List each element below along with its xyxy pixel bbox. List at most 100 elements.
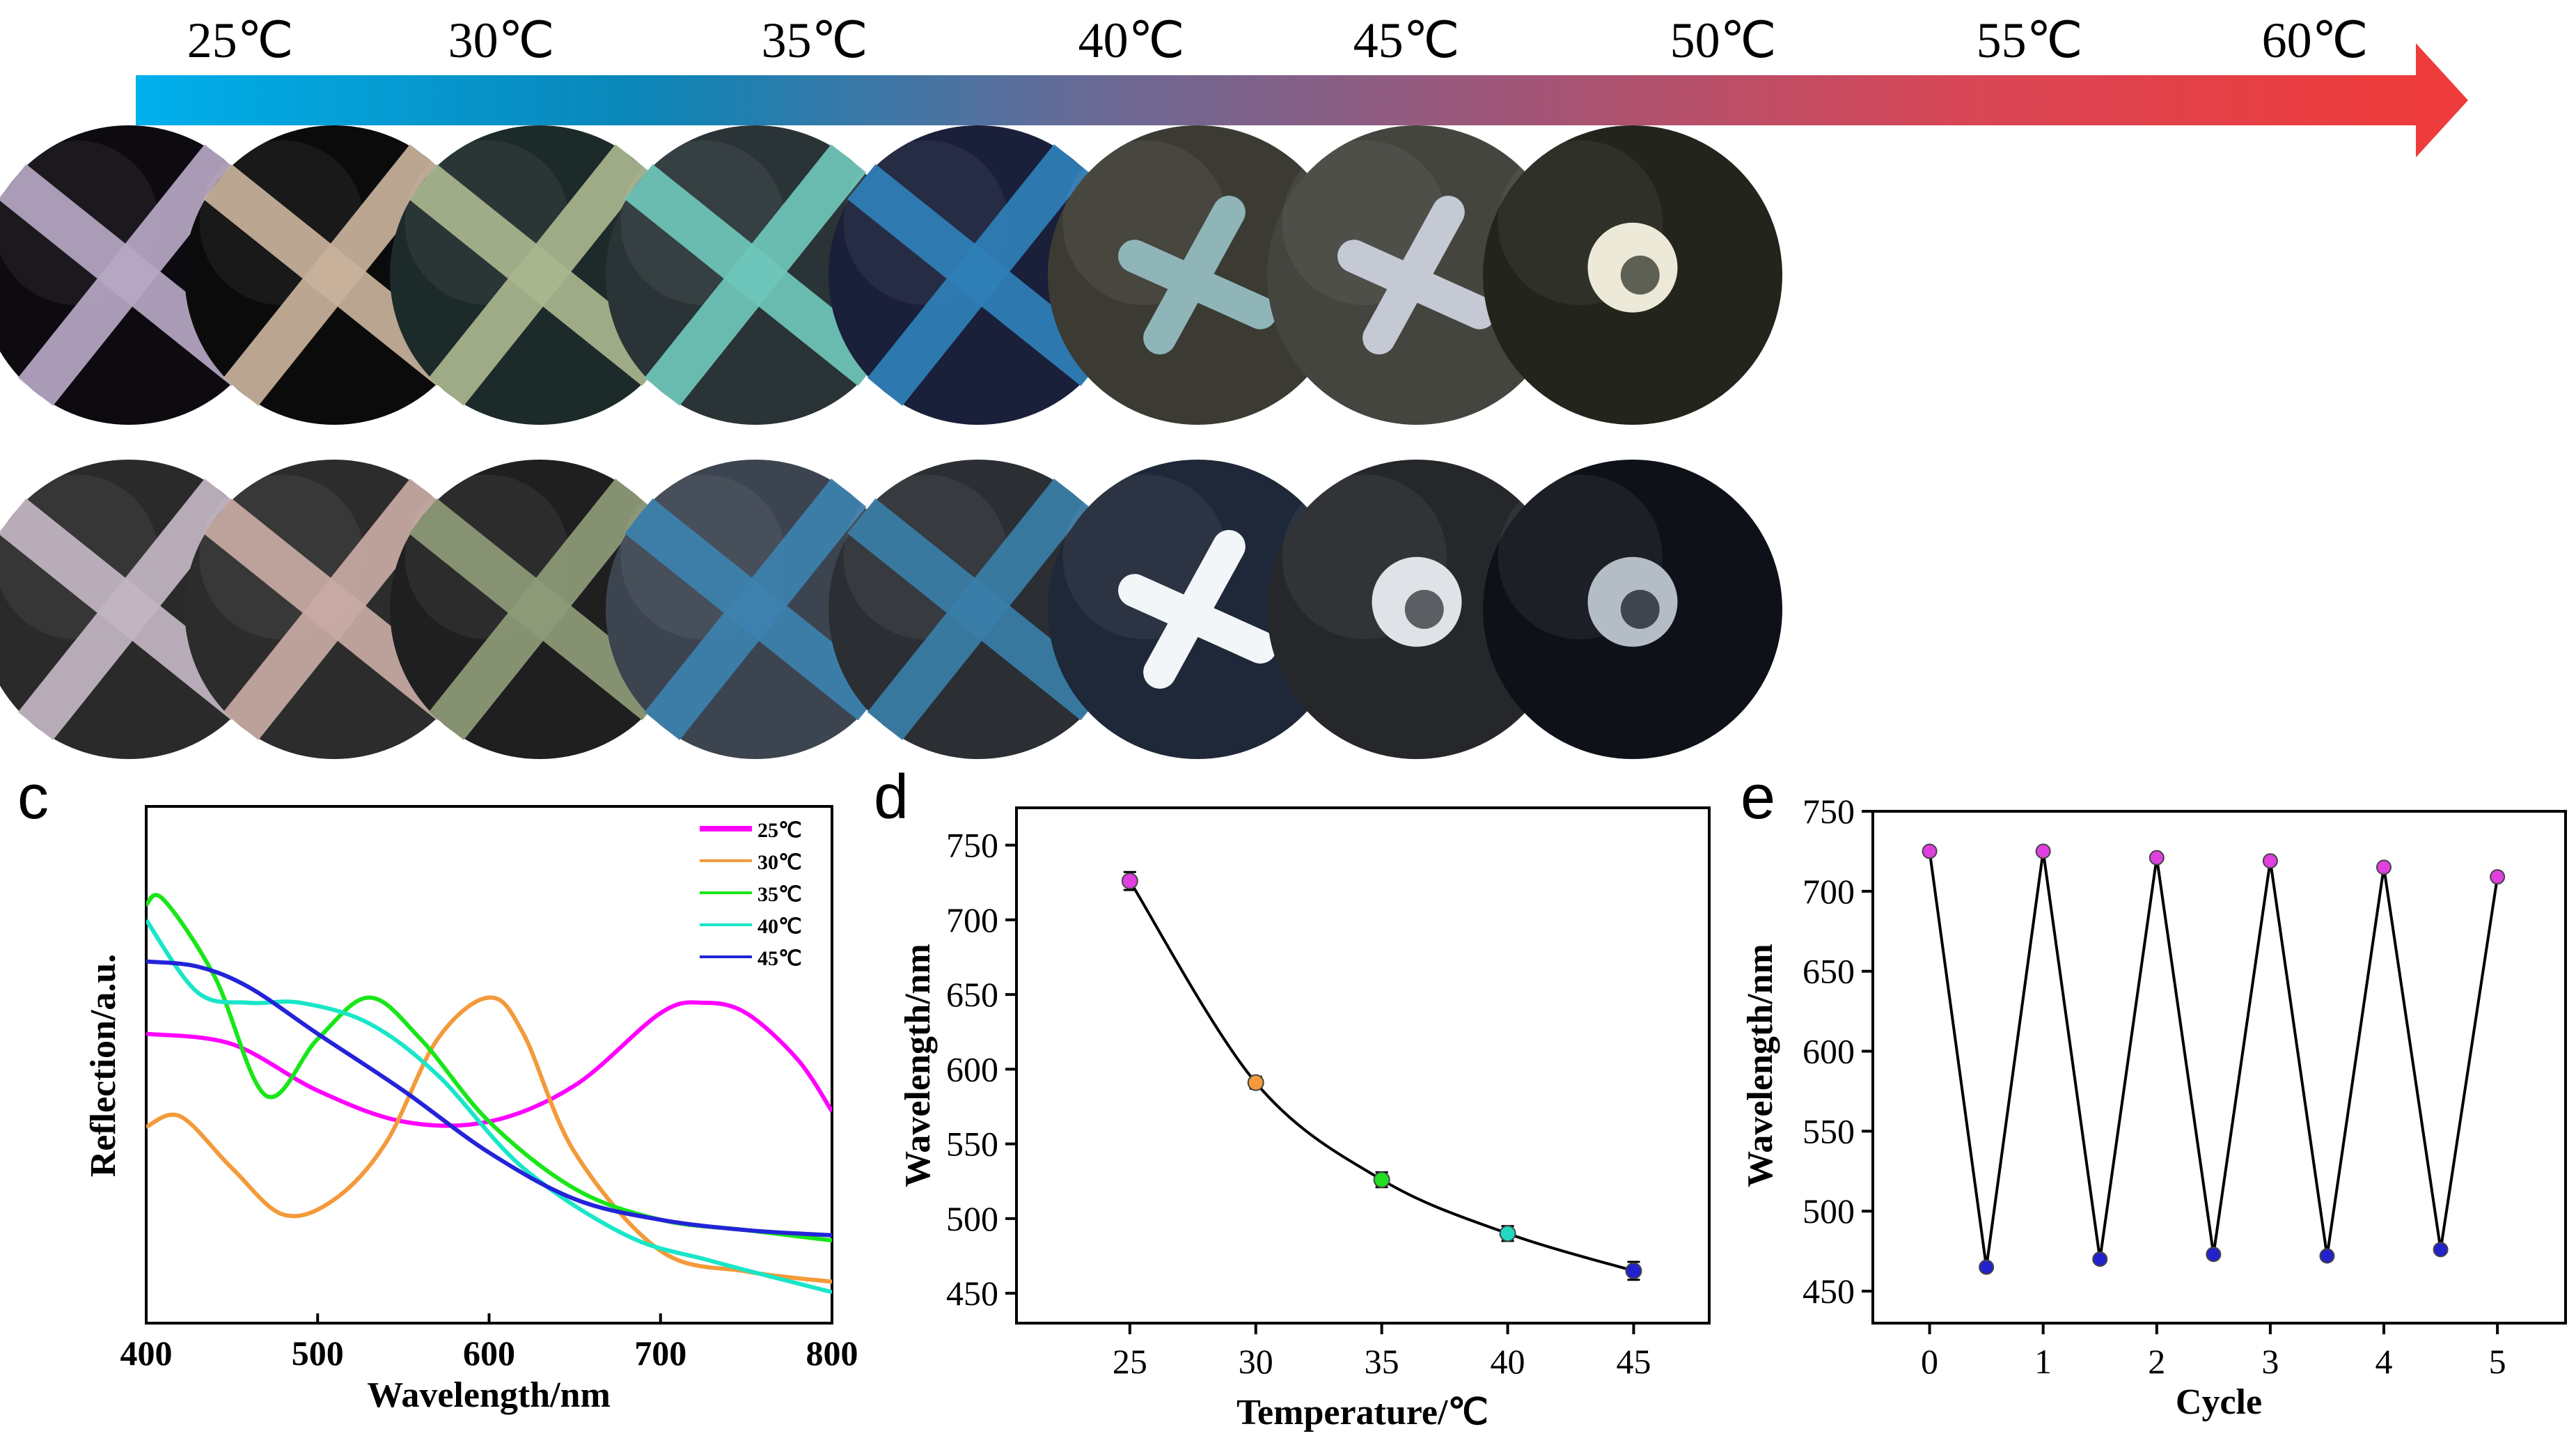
photo-a-7 [1267, 125, 1566, 425]
x-tick-label: 700 [634, 1334, 686, 1373]
x-tick-label: 35 [1365, 1342, 1399, 1381]
data-point [1625, 1262, 1642, 1279]
data-point [2433, 1242, 2449, 1258]
film-arm [17, 144, 240, 406]
series-line-5 [146, 959, 832, 1237]
x-tick-label: 600 [463, 1334, 515, 1373]
y-tick-label: 450 [1803, 1272, 1855, 1311]
temperature-label: 40℃ [1078, 13, 1185, 68]
y-tick-label: 700 [946, 900, 998, 939]
photo-a-6 [1048, 125, 1347, 425]
legend-label: 35℃ [757, 883, 802, 906]
photo-b-8 [1483, 460, 1782, 759]
film-arm [1143, 196, 1246, 354]
data-point [1499, 1225, 1516, 1242]
panel-letter-d: d [874, 763, 909, 832]
film-arm [867, 478, 1090, 740]
y-tick-label: 650 [1803, 952, 1855, 991]
photo-row-b [0, 460, 1782, 759]
y-tick-label: 600 [946, 1049, 998, 1088]
temperature-label: 35℃ [762, 13, 868, 68]
x-tick-label: 2 [2148, 1342, 2165, 1381]
x-tick-label: 30 [1239, 1342, 1273, 1381]
temperature-label: 25℃ [187, 13, 294, 68]
plot-frame-d [1015, 806, 1711, 1325]
x-tick-label: 1 [2034, 1342, 2052, 1381]
data-point [2490, 869, 2506, 885]
film-arm [644, 478, 867, 740]
x-tick-label: 3 [2261, 1342, 2279, 1381]
x-tick-label: 40 [1491, 1342, 1525, 1381]
x-tick-label: 400 [120, 1334, 173, 1373]
photo-a-8 [1483, 125, 1782, 425]
photo-b-4 [606, 460, 905, 759]
photo-a-3 [390, 125, 689, 425]
data-point [2319, 1248, 2335, 1264]
film-arm [223, 478, 446, 740]
plot-frame-e [1871, 810, 2567, 1325]
data-point [1247, 1074, 1264, 1091]
data-d [1121, 870, 1642, 1281]
x-tick-label: 25 [1113, 1342, 1147, 1381]
temperature-label: 50℃ [1670, 13, 1777, 68]
data-point [1121, 873, 1138, 890]
y-tick-label: 600 [1803, 1032, 1855, 1071]
y-tick-label: 750 [1803, 792, 1855, 831]
photo-b-2 [184, 460, 484, 759]
x-tick-label: 800 [806, 1334, 858, 1373]
panel-d-wavelength-vs-temperature: 25 30 35 40 45 450 500 550 600 650 700 750 Temperat… [898, 806, 1711, 1432]
axes-e: 0 1 2 3 4 5 450 500 550 600 650 700 750 [1803, 792, 2506, 1381]
temperature-labels: 25℃ 30℃ 35℃ 40℃ 45℃ 50℃ 55℃ 60℃ [187, 13, 2369, 68]
film-arm [223, 144, 446, 406]
film-blob-shadow [1404, 590, 1444, 629]
x-axis-label-d: Temperature/℃ [1236, 1393, 1489, 1432]
y-tick-label: 700 [1803, 872, 1855, 911]
data-point [2262, 853, 2278, 869]
data-point [1979, 1259, 1995, 1275]
spectra-curves [146, 893, 832, 1295]
photo-b-5 [828, 460, 1128, 759]
film-arm [428, 478, 651, 740]
x-ticks-c: 400 500 600 700 800 [120, 1313, 858, 1373]
photo-a-2 [184, 125, 484, 425]
data-e [1922, 843, 2506, 1275]
x-axis-label-c: Wavelength/nm [367, 1375, 611, 1415]
panel-e-cycle-stability: 0 1 2 3 4 5 450 500 550 600 650 700 750 Cycle Wavele… [1741, 792, 2567, 1422]
y-axis-label-e: Wavelength/nm [1741, 944, 1780, 1187]
x-tick-label: 4 [2375, 1342, 2393, 1381]
x-tick-label: 5 [2489, 1342, 2506, 1381]
film-arm [1362, 196, 1465, 354]
y-tick-label: 550 [946, 1125, 998, 1164]
temperature-label: 60℃ [2262, 13, 2369, 68]
y-tick-label: 500 [1803, 1192, 1855, 1231]
film-arm [17, 478, 240, 740]
legend-label: 40℃ [757, 915, 802, 938]
photo-b-3 [390, 460, 689, 759]
photo-row-a [0, 125, 1782, 425]
legend-label: 30℃ [757, 851, 802, 874]
legend-label: 45℃ [757, 947, 802, 970]
x-tick-label: 0 [1921, 1342, 1938, 1381]
legend-c: 25℃ 30℃ 35℃ 40℃ 45℃ [700, 819, 802, 970]
photo-b-6 [1048, 460, 1347, 759]
series-line-2 [146, 995, 832, 1284]
trend-line [1129, 880, 1635, 1272]
data-point [2376, 859, 2392, 875]
y-tick-label: 750 [946, 826, 998, 865]
x-tick-label: 45 [1616, 1342, 1651, 1381]
film-arm [428, 144, 651, 406]
photo-a-5 [828, 125, 1128, 425]
temperature-arrow [136, 43, 2468, 157]
axes-d: 25 30 35 40 45 450 500 550 600 650 700 750 [946, 826, 1651, 1381]
panel-letter-e: e [1741, 763, 1775, 832]
film-blob-shadow [1620, 256, 1660, 295]
arrow-head [2416, 43, 2468, 157]
series-line-1 [146, 1000, 832, 1128]
y-axis-label-c: Reflection/a.u. [84, 954, 123, 1178]
photo-a-4 [606, 125, 905, 425]
data-point [2092, 1251, 2108, 1267]
data-point [2149, 850, 2165, 866]
cycle-line [1928, 851, 2499, 1267]
temperature-label: 30℃ [448, 13, 555, 68]
data-point [1922, 843, 1938, 859]
